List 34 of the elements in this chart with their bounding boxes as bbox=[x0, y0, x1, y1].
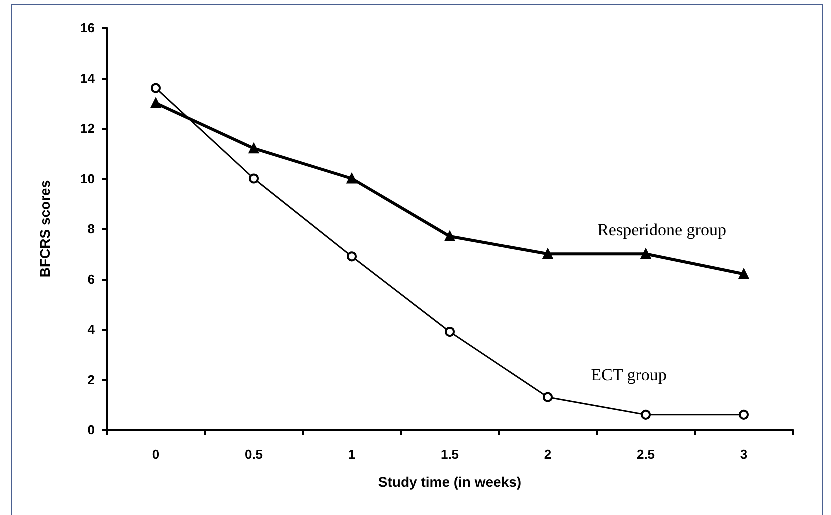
y-tick-label: 4 bbox=[88, 322, 96, 337]
y-tick-label: 10 bbox=[80, 171, 95, 186]
point bbox=[739, 269, 749, 280]
point bbox=[151, 83, 161, 94]
point bbox=[543, 249, 553, 260]
y-tick-label: 16 bbox=[80, 20, 95, 36]
point bbox=[445, 232, 455, 242]
y-tick-label: 2 bbox=[88, 372, 95, 388]
x-axis-title: Study time (in weeks) bbox=[378, 474, 522, 490]
point bbox=[249, 174, 259, 184]
point bbox=[641, 249, 651, 260]
x-tick-label: 2.5 bbox=[636, 447, 656, 462]
x-tick-label: 0 bbox=[152, 447, 160, 462]
point bbox=[739, 410, 749, 420]
y-tick-label: 12 bbox=[80, 121, 95, 136]
x-tick-label: 3 bbox=[740, 447, 748, 462]
point bbox=[445, 327, 455, 338]
x-tick-label: 0.5 bbox=[244, 447, 264, 462]
y-axis-title: BFCRS scores bbox=[37, 180, 53, 278]
y-tick-label: 14 bbox=[80, 70, 96, 86]
point bbox=[249, 144, 259, 154]
point bbox=[347, 174, 357, 184]
x-tick-label: 1.5 bbox=[440, 447, 460, 462]
y-tick-label: 0 bbox=[88, 422, 95, 438]
y-tick-label: 8 bbox=[88, 222, 95, 236]
y-tick-label: 6 bbox=[88, 272, 95, 287]
point bbox=[151, 98, 161, 108]
series-label: Resperidone group bbox=[598, 220, 726, 240]
point bbox=[641, 410, 651, 420]
x-tick-label: 2 bbox=[544, 447, 552, 462]
point bbox=[543, 392, 553, 402]
series-label: ECT group bbox=[591, 365, 667, 384]
x-tick-label: 1 bbox=[348, 447, 356, 462]
point bbox=[347, 252, 357, 262]
